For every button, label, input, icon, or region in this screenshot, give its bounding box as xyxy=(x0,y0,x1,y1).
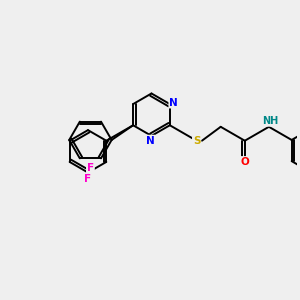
Text: S: S xyxy=(193,136,200,146)
Text: F: F xyxy=(87,163,94,173)
Text: N: N xyxy=(146,136,155,146)
Text: N: N xyxy=(169,98,178,108)
Text: F: F xyxy=(84,174,92,184)
Text: O: O xyxy=(240,157,249,167)
Text: NH: NH xyxy=(262,116,278,126)
